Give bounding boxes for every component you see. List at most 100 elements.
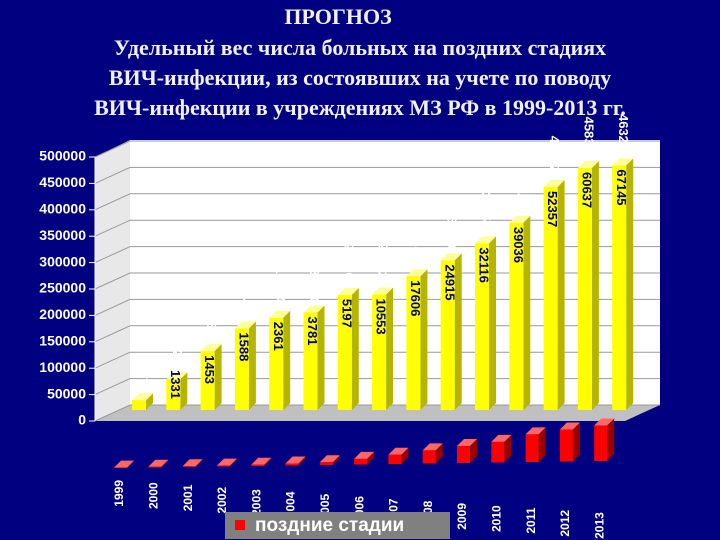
value-label: 17606 — [408, 280, 423, 316]
y-tick-label: 150000 — [39, 333, 86, 349]
bar — [543, 180, 565, 410]
y-tick-label: 400000 — [39, 201, 86, 217]
y-tick-label: 500000 — [39, 148, 86, 164]
bar-side — [264, 457, 272, 466]
bar-side — [161, 459, 169, 468]
bar-side — [435, 443, 443, 464]
bar-front — [422, 450, 436, 464]
bar — [440, 253, 462, 410]
bar-side — [317, 305, 325, 410]
value-label: 111512 — [204, 301, 219, 343]
bar-front — [612, 165, 627, 410]
bar-front — [559, 429, 573, 462]
bar — [303, 305, 325, 410]
bar — [457, 439, 477, 463]
bar-side — [607, 418, 615, 461]
bar-top — [577, 160, 599, 168]
value-label: 1453 — [202, 355, 217, 384]
bar-top — [166, 372, 188, 380]
bar-front — [372, 294, 387, 410]
bar-front — [457, 446, 470, 463]
bar — [577, 160, 599, 410]
bar-side — [401, 447, 409, 464]
bar-front — [577, 167, 592, 410]
bar-top — [319, 455, 340, 463]
x-tick-label: 1999 — [112, 480, 126, 507]
value-label: 1331 — [168, 370, 183, 399]
bar-top — [612, 158, 634, 166]
bar-top — [285, 456, 306, 464]
bar-front — [234, 328, 249, 410]
bar-top — [372, 287, 394, 295]
bar-front — [594, 425, 608, 461]
bar-top — [251, 457, 272, 465]
bar-top — [491, 434, 512, 442]
bar-side — [351, 287, 359, 410]
bar-top — [148, 459, 169, 467]
value-label: 3781 — [305, 317, 320, 346]
y-tick-label: 300000 — [39, 253, 86, 269]
legend-box — [225, 512, 450, 539]
bar-top — [303, 305, 325, 313]
bar — [269, 310, 291, 410]
bar — [166, 372, 188, 410]
bar-side — [248, 321, 256, 410]
y-tick-label: 350000 — [39, 227, 86, 243]
x-tick-label: 2003 — [249, 489, 263, 516]
x-tick-label: 2013 — [592, 512, 606, 539]
bar-front — [200, 351, 215, 410]
bar-side — [591, 160, 599, 410]
value-label: 60637 — [579, 172, 594, 208]
value-label: 52357 — [545, 191, 560, 227]
bar-side — [470, 439, 477, 463]
legend: поздние стадии — [225, 512, 450, 539]
value-label: 463284 — [616, 114, 631, 158]
legend-swatch — [235, 520, 245, 530]
value-label: 458362 — [581, 117, 596, 160]
bar-side — [127, 460, 134, 468]
x-tick-label: 2011 — [524, 507, 538, 533]
bar-front — [269, 317, 284, 410]
x-tick-label: 2002 — [215, 487, 229, 514]
value-label: 58209 — [170, 335, 185, 371]
bar — [132, 393, 153, 410]
value-label: 184650 — [307, 261, 322, 304]
bar — [234, 321, 256, 410]
bar — [354, 451, 375, 465]
grid-line — [94, 298, 131, 316]
grid-line — [94, 272, 131, 290]
bar — [406, 269, 428, 410]
bar-top — [216, 458, 237, 466]
value-label: 253418 — [410, 225, 425, 268]
bar — [251, 457, 272, 466]
bar-top — [406, 269, 428, 277]
bar-top — [475, 236, 496, 244]
chart-title: ПРОГНОЗ — [284, 4, 392, 29]
bar-top — [457, 439, 477, 447]
bar-front — [319, 462, 333, 465]
bar-front — [337, 294, 352, 410]
bar-side — [367, 451, 375, 465]
bar — [525, 427, 546, 462]
bar — [612, 158, 634, 410]
bar — [114, 460, 134, 468]
bar-side — [557, 180, 565, 410]
bar — [319, 455, 340, 465]
bar-side — [572, 422, 580, 462]
value-label: 10553 — [374, 298, 389, 334]
bar-top — [182, 459, 203, 467]
x-tick-label: 2001 — [181, 484, 195, 511]
value-label: 1588 — [236, 332, 251, 361]
grid-line — [94, 351, 131, 369]
bar-front — [251, 464, 265, 466]
bar — [422, 443, 443, 464]
value-label: 218001 — [341, 244, 356, 287]
bar-top — [388, 447, 409, 455]
bar-front — [182, 466, 196, 467]
chart-subtitle: ВИЧ-инфекции, из состоявших на учете по … — [109, 65, 611, 90]
value-label: 218827 — [376, 243, 391, 286]
bar-top — [200, 344, 222, 352]
value-label: 5197 — [339, 299, 354, 328]
bar-front — [525, 434, 539, 462]
